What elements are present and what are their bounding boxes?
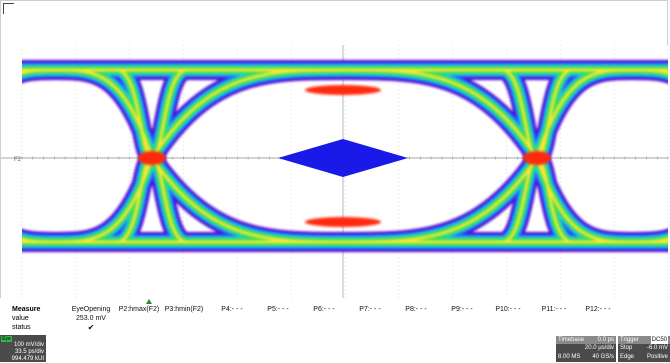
measure-col-eyeopening[interactable]: EyeOpening 253.0 mV ✔ xyxy=(62,305,120,332)
measure-col-p7[interactable]: P7:- - - xyxy=(348,305,392,314)
measure-header: Measure xyxy=(12,306,41,313)
measure-name: P6:- - - xyxy=(313,306,335,313)
trigger-header: Trigger DC50 xyxy=(618,336,670,344)
measure-col-p3[interactable]: P3:hmin(F2) xyxy=(158,305,210,314)
timebase-time-per-div: 20.0 µs/div xyxy=(584,345,614,351)
eye-diagram-display[interactable]: F2 xyxy=(0,45,670,298)
trigger-position-marker xyxy=(146,299,152,304)
timebase-delay: 0.0 ps xyxy=(597,337,614,343)
measure-name: P11:- - - xyxy=(541,306,567,313)
measure-name: P12:- - - xyxy=(585,306,611,313)
trigger-type: Edge xyxy=(620,354,635,360)
measure-name: P7:- - - xyxy=(359,306,381,313)
measure-col-p12[interactable]: P12:- - - xyxy=(574,305,622,314)
trigger-state: Stop xyxy=(620,345,633,351)
eye-hotspot xyxy=(305,217,381,227)
eye-hotspot xyxy=(138,151,166,165)
measure-status-check: ✔ xyxy=(87,323,95,332)
measure-name: P2:hmax(F2) xyxy=(118,306,160,313)
measure-name: P9:- - - xyxy=(451,306,473,313)
trigger-slope: Positive xyxy=(646,354,668,360)
measure-col-p10[interactable]: P10:- - - xyxy=(484,305,532,314)
measure-name: P5:- - - xyxy=(267,306,289,313)
trigger-level: -6.0 mV xyxy=(646,345,668,351)
eye-mask-diamond[interactable] xyxy=(278,139,408,177)
measure-col-p8[interactable]: P8:- - - xyxy=(394,305,438,314)
measure-col-p2[interactable]: P2:hmax(F2) xyxy=(113,305,165,314)
timebase-header: Timebase 0.0 ps xyxy=(556,336,616,344)
timebase-label: Timebase xyxy=(558,337,585,343)
timebase-sample-rate: 40 GS/s xyxy=(592,354,614,360)
corner-marker xyxy=(3,3,14,14)
measure-col-p6[interactable]: P6:- - - xyxy=(302,305,346,314)
measure-name: EyeOpening xyxy=(71,306,111,313)
trace-badge: Eye xyxy=(1,336,12,342)
measure-value: 253.0 mV xyxy=(76,315,106,322)
level-marker-label: F2 xyxy=(14,157,22,163)
trigger-coupling: DC50 xyxy=(650,336,668,344)
trigger-descriptor[interactable]: Trigger DC50 Stop -6.0 mV Edge Positive xyxy=(618,336,670,362)
trigger-label: Trigger xyxy=(620,337,639,343)
trace-ui-count: 994.479 kUI xyxy=(11,356,44,362)
measure-table: Measure value status EyeOpening 253.0 mV… xyxy=(0,305,670,337)
measure-col-p5[interactable]: P5:- - - xyxy=(256,305,300,314)
trace-horizontal-scale: 33.5 ps/div xyxy=(14,349,44,355)
timebase-samples: 8.00 MS xyxy=(558,354,581,360)
measure-name: P3:hmin(F2) xyxy=(164,306,204,313)
measure-value-label: value xyxy=(12,315,29,322)
timebase-descriptor[interactable]: Timebase 0.0 ps 20.0 µs/div 8.00 MS 40 G… xyxy=(556,336,616,362)
eye-traces xyxy=(22,59,668,253)
measure-name: P8:- - - xyxy=(405,306,427,313)
measure-status-label: status xyxy=(12,324,31,331)
measure-col-p9[interactable]: P9:- - - xyxy=(440,305,484,314)
measure-col-p4[interactable]: P4:- - - xyxy=(210,305,254,314)
eye-hotspot xyxy=(523,151,551,165)
trace-descriptor-eye[interactable]: Eye 100 mV/div 33.5 ps/div 994.479 kUI xyxy=(0,335,46,362)
trace-vertical-scale: 100 mV/div xyxy=(13,342,44,348)
measure-name: P4:- - - xyxy=(221,306,243,313)
measure-col-p11[interactable]: P11:- - - xyxy=(530,305,578,314)
eye-hotspot xyxy=(305,85,381,95)
measure-name: P10:- - - xyxy=(495,306,521,313)
top-strip xyxy=(0,0,668,45)
